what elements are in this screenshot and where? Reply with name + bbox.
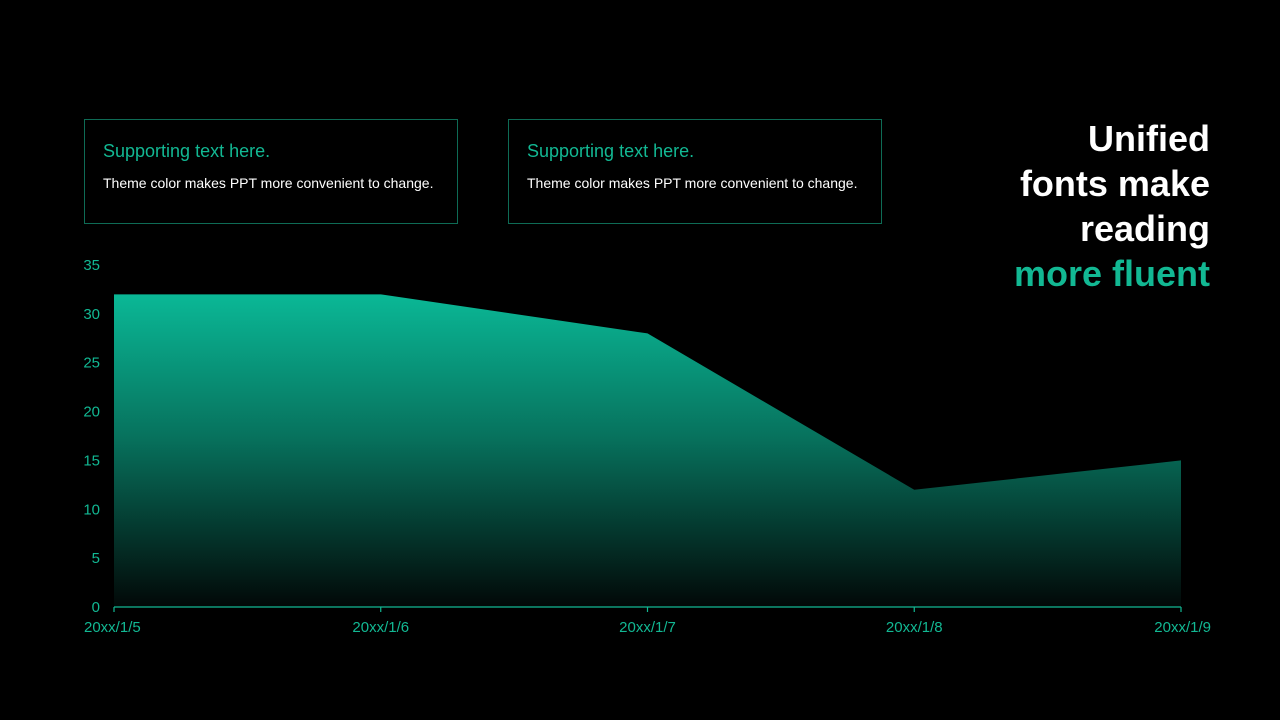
y-tick-label: 0: [92, 599, 100, 616]
x-tick-label: 20xx/1/9: [1154, 619, 1211, 636]
y-tick-label: 10: [83, 501, 100, 518]
x-tick-label: 20xx/1/8: [886, 619, 943, 636]
y-tick-label: 25: [83, 355, 100, 372]
x-tick-label: 20xx/1/5: [84, 619, 141, 636]
supporting-card-1: Supporting text here. Theme color makes …: [84, 119, 458, 224]
card-title: Supporting text here.: [103, 141, 271, 161]
headline-line-2: fonts make: [1019, 163, 1210, 204]
card-title: Supporting text here.: [527, 141, 695, 161]
y-tick-label: 35: [83, 257, 100, 274]
supporting-card-2: Supporting text here. Theme color makes …: [508, 119, 882, 224]
y-tick-label: 5: [92, 550, 100, 567]
x-tick-label: 20xx/1/6: [352, 619, 409, 636]
area-series: [114, 294, 1181, 607]
headline-accent: more fluent: [1013, 253, 1210, 294]
y-tick-label: 15: [83, 452, 100, 469]
y-tick-label: 20: [83, 404, 100, 421]
plot-area: 20xx/1/5 20xx/1/6 20xx/1/7 20xx/1/8 20xx/1/9…: [83, 257, 1211, 636]
headline-line-1: Unified: [1088, 118, 1210, 159]
y-tick-label: 30: [83, 306, 100, 323]
x-tick-label: 20xx/1/7: [619, 619, 676, 636]
headline: Unified fonts make reading more fluent: [1014, 116, 1210, 296]
card-body: Theme color makes PPT more convenient to…: [527, 175, 858, 191]
card-body: Theme color makes PPT more convenient to…: [103, 175, 434, 191]
headline-line-3: reading: [1079, 208, 1210, 249]
